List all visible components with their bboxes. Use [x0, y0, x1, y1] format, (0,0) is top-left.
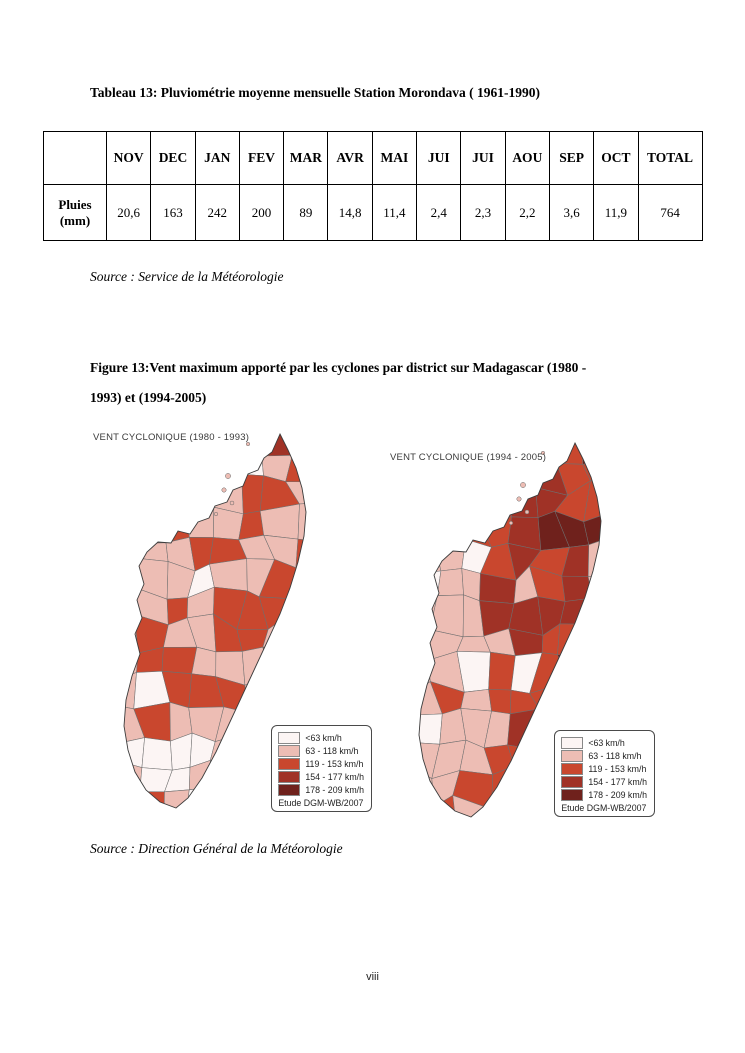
island-outline — [123, 432, 307, 809]
legend-label: <63 km/h — [305, 732, 342, 743]
legend-footer: Etude DGM-WB/2007 — [278, 798, 364, 808]
legend-row: 63 - 118 km/h — [278, 744, 364, 757]
legend-row: 154 - 177 km/h — [278, 770, 364, 783]
table-caption: Tableau 13: Pluviométrie moyenne mensuel… — [90, 85, 540, 100]
table-col-header: JAN — [194, 131, 240, 185]
table-data-row: Pluies (mm) 20,6 163 242 200 89 14,8 11,4 2,4 2,3… — [43, 184, 703, 241]
table-col-header: AVR — [327, 131, 373, 185]
table-cell: 11,4 — [371, 184, 418, 241]
madagascar-map-svg — [123, 432, 307, 809]
table-cell: 11,9 — [593, 184, 639, 241]
table-col-header: NOV — [105, 131, 152, 185]
rainfall-table-container: NOV DEC JAN FEV MAR AVR MAI JUI JUI AOU SEP OCT TOTA… — [43, 131, 703, 241]
legend-row: 119 - 153 km/h — [561, 762, 647, 775]
legend-label: 154 - 177 km/h — [588, 776, 647, 787]
map-title: VENT CYCLONIQUE (1994 - 2005) — [390, 452, 547, 463]
legend-color-swatch — [278, 757, 301, 770]
table-cell: 2,3 — [460, 184, 506, 241]
table-source: Source : Service de la Météorologie — [90, 269, 284, 284]
map-cyclonic-wind-1994-2005: VENT CYCLONIQUE (1994 - 2005) <63 km/h 63 … — [383, 437, 673, 831]
madagascar-map-svg — [418, 441, 602, 818]
table-header-row: NOV DEC JAN FEV MAR AVR MAI JUI JUI AOU SEP OCT TOTA… — [43, 131, 703, 185]
legend-label: 178 - 209 km/h — [588, 789, 647, 800]
table-cell: 163 — [150, 184, 196, 241]
table-col-header: OCT — [593, 131, 639, 185]
table-row-header: Pluies (mm) — [43, 184, 107, 241]
figure-caption: Figure 13:Vent maximum apporté par les c… — [90, 353, 690, 413]
table-col-header: MAR — [283, 131, 329, 185]
figure-caption-line2: 1993) et (1994-2005) — [90, 390, 207, 405]
legend-color-swatch — [561, 788, 584, 801]
table-cell: 242 — [194, 184, 240, 241]
legend-footer: Etude DGM-WB/2007 — [561, 803, 647, 813]
rainfall-table: NOV DEC JAN FEV MAR AVR MAI JUI JUI AOU SEP OCT TOTA… — [43, 131, 703, 241]
legend-row: <63 km/h — [278, 731, 364, 744]
page-number: viii — [366, 971, 379, 983]
legend-label: <63 km/h — [588, 737, 625, 748]
legend-row: <63 km/h — [561, 736, 647, 749]
table-corner-cell — [43, 131, 107, 185]
table-cell: 14,8 — [327, 184, 373, 241]
legend-label: 119 - 153 km/h — [305, 758, 364, 769]
table-col-header: MAI — [371, 131, 418, 185]
legend-color-swatch — [561, 736, 584, 749]
legend-color-swatch — [278, 770, 301, 783]
table-col-header: TOTAL — [637, 131, 703, 185]
table-cell: 2,4 — [416, 184, 462, 241]
table-col-header: DEC — [150, 131, 196, 185]
table-cell: 200 — [238, 184, 285, 241]
legend-color-swatch — [278, 744, 301, 757]
map-legend: <63 km/h 63 - 118 km/h 119 - 153 km/h 154 -… — [554, 730, 655, 817]
legend-color-swatch — [278, 783, 301, 796]
legend-row: 119 - 153 km/h — [278, 757, 364, 770]
island-outline — [418, 441, 602, 818]
legend-color-swatch — [278, 731, 301, 744]
legend-label: 119 - 153 km/h — [588, 763, 647, 774]
legend-row: 63 - 118 km/h — [561, 749, 647, 762]
table-col-header: AOU — [504, 131, 550, 185]
legend-row: 178 - 209 km/h — [561, 788, 647, 801]
legend-color-swatch — [561, 762, 584, 775]
table-col-header: FEV — [238, 131, 285, 185]
legend-label: 178 - 209 km/h — [305, 784, 364, 795]
table-cell: 2,2 — [504, 184, 550, 241]
table-col-header: JUI — [460, 131, 506, 185]
table-cell: 89 — [283, 184, 329, 241]
legend-color-swatch — [561, 749, 584, 762]
map-title: VENT CYCLONIQUE (1980 - 1993) — [93, 432, 250, 443]
table-col-header: SEP — [548, 131, 595, 185]
table-cell: 764 — [637, 184, 703, 241]
legend-label: 63 - 118 km/h — [305, 745, 359, 756]
table-col-header: JUI — [416, 131, 462, 185]
legend-row: 154 - 177 km/h — [561, 775, 647, 788]
map-cyclonic-wind-1980-1993: VENT CYCLONIQUE (1980 - 1993) <63 km/h 63 … — [88, 428, 378, 822]
legend-label: 154 - 177 km/h — [305, 771, 364, 782]
map-legend: <63 km/h 63 - 118 km/h 119 - 153 km/h 154 -… — [271, 725, 372, 812]
table-cell: 20,6 — [105, 184, 152, 241]
table-cell: 3,6 — [548, 184, 595, 241]
legend-row: 178 - 209 km/h — [278, 783, 364, 796]
figure-caption-line1: Figure 13:Vent maximum apporté par les c… — [90, 360, 587, 375]
legend-color-swatch — [561, 775, 584, 788]
legend-label: 63 - 118 km/h — [588, 750, 642, 761]
figure-source: Source : Direction Général de la Météoro… — [90, 841, 343, 856]
